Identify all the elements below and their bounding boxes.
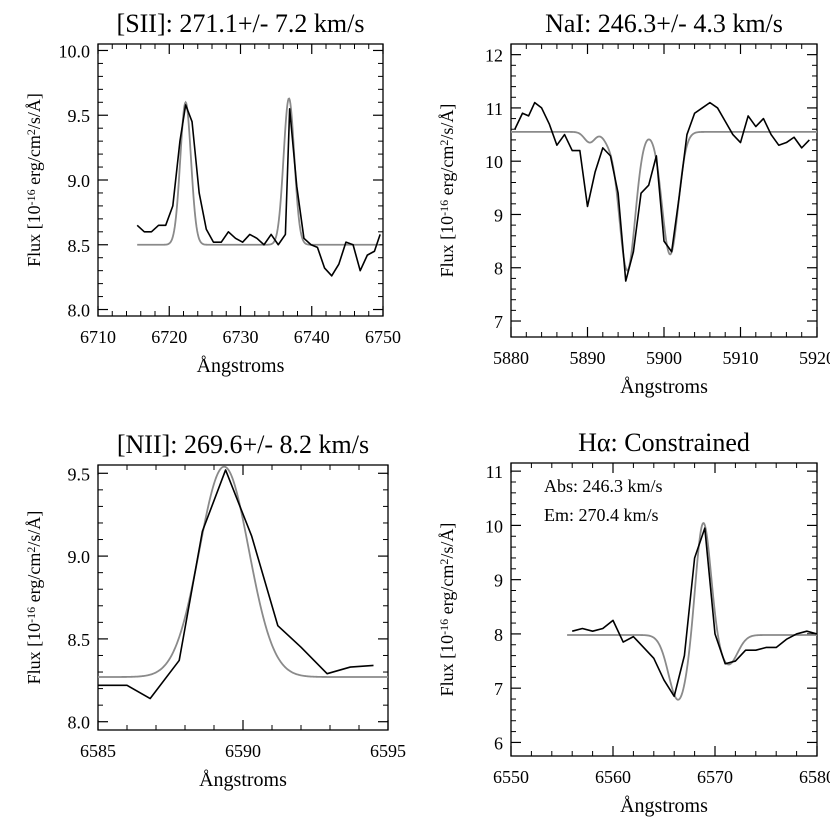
nii-ylabel: Flux [10-16 erg/cm2/s/Å] xyxy=(24,511,44,685)
sii-fit-line xyxy=(137,97,380,246)
sii-xtick-label: 6750 xyxy=(365,327,401,347)
nii-plot-frame xyxy=(97,464,389,731)
nai-title: NaI: 246.3+/- 4.3 km/s xyxy=(545,9,783,38)
sii-panel: [SII]: 271.1+/- 7.2 km/s 6710 6720 6730 6740… xyxy=(24,9,401,377)
sii-ytick-label: 8.5 xyxy=(68,236,91,256)
nai-data-line xyxy=(514,101,810,282)
halpha-ytick-label: 7 xyxy=(494,679,503,699)
halpha-ytick-label: 8 xyxy=(494,625,503,645)
nii-data-line xyxy=(98,469,374,700)
sii-xtick-label: 6710 xyxy=(80,327,116,347)
nii-ytick-label: 8.0 xyxy=(68,713,91,733)
halpha-xtick-label: 6570 xyxy=(697,767,733,787)
nii-xlabel: Ångstroms xyxy=(199,769,287,791)
halpha-title: Hα: Constrained xyxy=(578,428,750,457)
nai-ytick-label: 11 xyxy=(486,99,503,119)
halpha-data-line xyxy=(571,527,817,698)
halpha-ytick-label: 6 xyxy=(494,733,503,753)
sii-xlabel: Ångstroms xyxy=(197,355,285,377)
nii-title: [NII]: 269.6+/- 8.2 km/s xyxy=(117,430,369,459)
halpha-ytick-label: 11 xyxy=(486,462,503,482)
nai-ytick-label: 10 xyxy=(485,152,503,172)
nai-xtick-label: 5890 xyxy=(570,348,606,368)
nai-xtick-label: 5900 xyxy=(646,348,682,368)
halpha-xtick-label: 6580 xyxy=(799,767,830,787)
halpha-fit-line xyxy=(567,521,817,701)
sii-ytick-label: 9.5 xyxy=(68,106,91,126)
nai-panel: NaI: 246.3+/- 4.3 km/s 5880 5890 5900 5910 59… xyxy=(437,9,830,398)
nai-xtick-label: 5880 xyxy=(493,348,529,368)
nai-plot-frame xyxy=(510,43,818,338)
nii-xtick-label: 6590 xyxy=(225,741,261,761)
nii-ytick-label: 8.5 xyxy=(68,630,91,650)
nai-fit-line xyxy=(511,131,817,272)
nai-xlabel: Ångstroms xyxy=(620,376,708,398)
nii-ytick-label: 9.0 xyxy=(68,547,91,567)
halpha-panel: Hα: Constrained 6550 6560 6570 6580 6 7 8 9 10 11 Å… xyxy=(437,428,830,817)
nii-ytick-label: 9.5 xyxy=(68,464,91,484)
sii-data-line xyxy=(136,104,381,277)
sii-ytick-label: 10.0 xyxy=(59,41,91,61)
halpha-annotation: Em: 270.4 km/s xyxy=(544,505,659,525)
sii-ytick-label: 9.0 xyxy=(68,171,91,191)
halpha-ylabel: Flux [10-16 erg/cm2/s/Å] xyxy=(437,523,457,697)
nai-ytick-label: 12 xyxy=(485,46,503,66)
halpha-xlabel: Ångstroms xyxy=(620,795,708,817)
nai-xtick-label: 5910 xyxy=(723,348,759,368)
nai-ytick-label: 7 xyxy=(494,312,503,332)
sii-ytick-label: 8.0 xyxy=(68,301,91,321)
nii-panel: [NII]: 269.6+/- 8.2 km/s 6585 6590 6595 8.0 8… xyxy=(24,430,406,791)
nii-fit-line xyxy=(98,465,388,678)
sii-xtick-label: 6740 xyxy=(294,327,330,347)
sii-xtick-label: 6720 xyxy=(151,327,187,347)
nii-xtick-label: 6585 xyxy=(80,741,116,761)
halpha-xtick-label: 6560 xyxy=(595,767,631,787)
halpha-plot-frame xyxy=(510,462,818,757)
halpha-ytick-label: 10 xyxy=(485,516,503,536)
sii-xtick-label: 6730 xyxy=(223,327,259,347)
sii-ylabel: Flux [10-16 erg/cm2/s/Å] xyxy=(24,93,44,267)
halpha-xtick-label: 6550 xyxy=(493,767,529,787)
nai-xtick-label: 5920 xyxy=(799,348,830,368)
sii-plot-frame xyxy=(97,43,384,317)
sii-title: [SII]: 271.1+/- 7.2 km/s xyxy=(117,9,365,38)
nai-ytick-label: 9 xyxy=(494,205,503,225)
halpha-ytick-label: 9 xyxy=(494,571,503,591)
nai-ytick-label: 8 xyxy=(494,259,503,279)
halpha-annotation: Abs: 246.3 km/s xyxy=(544,476,663,496)
nai-ylabel: Flux [10-16 erg/cm2/s/Å] xyxy=(437,104,457,278)
nii-xtick-label: 6595 xyxy=(370,741,406,761)
